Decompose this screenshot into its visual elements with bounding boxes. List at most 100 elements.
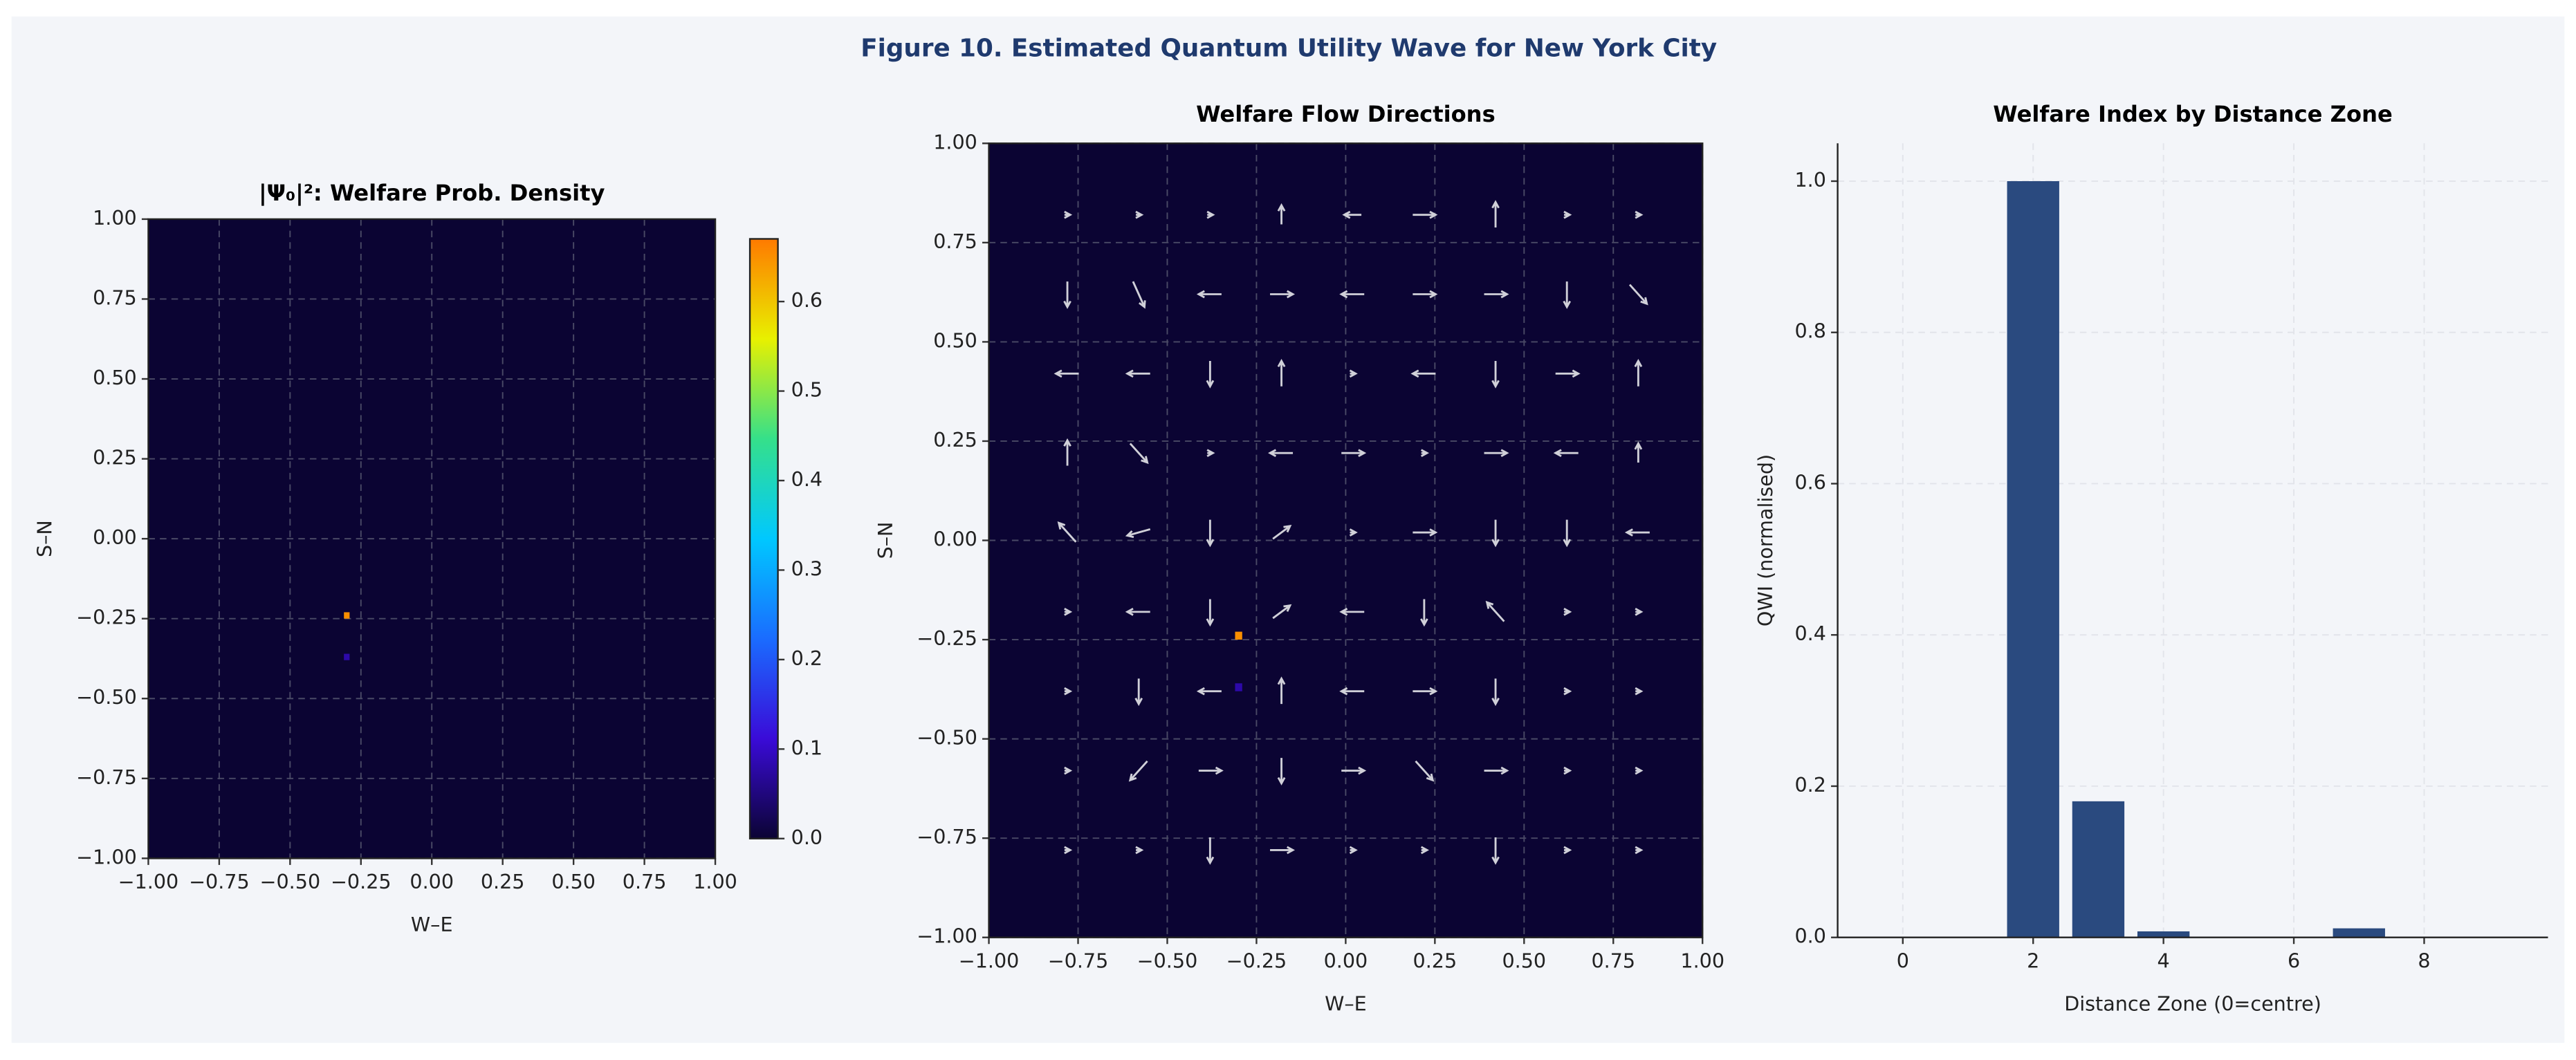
x-axis-label: W–E [1325,992,1367,1015]
flow-arrow [1339,608,1365,616]
flow-arrow [1420,449,1429,458]
flow-arrow [1563,281,1572,309]
x-axis-label: W–E [411,913,453,936]
bar [2072,801,2125,938]
flow-arrow [1125,528,1151,539]
flow-arrow [1268,449,1294,458]
flow-arrow [1635,846,1644,855]
flow-arrow [1563,608,1572,616]
x-axis-label: Distance Zone (0=centre) [2064,992,2321,1015]
flow-arrow [1198,766,1224,775]
y-tick-label: 0.0 [1794,924,1825,948]
y-tick-label: −1.00 [917,924,977,948]
flow-arrow [1057,521,1077,543]
flow-arrow [1491,519,1500,548]
x-tick-label: 0.00 [410,870,454,893]
colorbar-tick-label: 0.4 [791,467,822,491]
y-tick-label: 1.00 [93,206,137,230]
flow-arrow [1339,687,1365,696]
flow-arrow [1054,369,1079,378]
colorbar-tick-label: 0.2 [791,647,822,670]
flow-arrow [1485,600,1505,622]
flow-arrow [1206,210,1215,219]
flow-arrow [1484,766,1509,775]
flow-arrow [1206,519,1215,548]
flow-arrow [1349,846,1358,855]
x-tick-label: 1.00 [693,870,737,893]
flow-arrow [1635,210,1644,219]
flow-arrow [1635,608,1644,616]
flow-arrow [1206,360,1215,389]
flow-arrow [1624,528,1650,537]
bar [2333,928,2385,938]
flow-arrow [1413,528,1438,537]
flow-arrow [1064,608,1073,616]
colorbar [748,238,779,839]
flow-arrow [1270,846,1296,855]
flow-arrow [1634,441,1643,463]
flow-arrow [1196,290,1222,299]
flow-arrow [1272,604,1292,620]
figure-title: Figure 10. Estimated Quantum Utility Wav… [861,34,1717,62]
x-tick-label: 1.00 [1680,949,1724,972]
flow-arrow [1563,846,1572,855]
flow-arrow [1125,608,1150,616]
flow-arrow [1413,290,1438,299]
flow-arrow [1413,687,1438,696]
y-tick-label: 0.4 [1794,622,1825,645]
flow-arrow [1342,210,1362,219]
flow-arrow [1413,210,1438,219]
flow-arrow [1491,200,1500,228]
y-tick-label: 1.00 [933,130,977,154]
x-tick-label: −0.50 [1137,949,1198,972]
flow-arrow [1272,525,1292,540]
flow-arrow [1635,766,1644,775]
flow-arrow [1064,210,1073,219]
x-tick-label: 0.25 [481,870,525,893]
x-tick-label: −0.75 [1048,949,1109,972]
y-axis-label: QWI (normalised) [1754,454,1777,626]
flow-arrow [1553,449,1579,458]
colorbar-tick-label: 0.5 [791,378,822,402]
x-tick-label: 0.00 [1324,949,1368,972]
y-tick-label: −0.75 [76,765,137,789]
flow-arrow [1341,449,1367,458]
chart-title: Welfare Flow Directions [1196,101,1496,127]
flow-arrow [1135,210,1144,219]
flow-arrow [1634,358,1643,387]
flow-arrow [1563,210,1572,219]
plot-frame [988,142,1704,938]
flow-arrow [1277,358,1286,387]
y-tick-label: 0.75 [933,230,977,253]
flow-arrow [1277,676,1286,705]
flow-arrow [1563,766,1572,775]
flow-arrow [1063,438,1071,466]
flow-arrow [1063,281,1071,309]
colorbar-tick-label: 0.1 [791,736,822,759]
flow-arrow [1491,360,1500,389]
x-tick-label: −0.25 [331,870,392,893]
x-tick-label: 0.25 [1413,949,1457,972]
x-tick-label: 0.75 [623,870,667,893]
flow-arrow [1415,760,1435,782]
chart-title: Welfare Index by Distance Zone [1993,101,2393,127]
flow-arrow [1270,290,1296,299]
y-tick-label: 1.0 [1794,168,1825,192]
density-peak [1235,631,1242,640]
density-peak [344,653,350,660]
flow-arrow [1132,281,1146,309]
flow-arrow [1277,203,1286,225]
flow-arrow [1064,766,1073,775]
flow-arrow [1134,678,1143,707]
colorbar-tick-label: 0.6 [791,288,822,312]
y-axis-label: S–N [874,522,897,559]
flow-arrow [1484,449,1509,458]
colorbar-tick-label: 0.3 [791,557,822,580]
flow-arrow [1410,369,1436,378]
flow-arrow [1563,687,1572,696]
x-tick-label: 6 [2288,949,2300,972]
y-axis-label: S–N [33,520,57,557]
y-tick-label: 0.50 [933,328,977,352]
